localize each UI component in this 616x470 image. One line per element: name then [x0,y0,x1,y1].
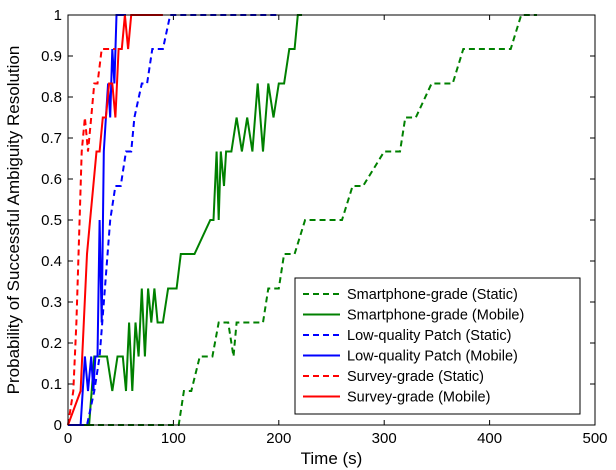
legend-label: Survey-grade (Static) [347,369,484,385]
legend-box [294,277,581,415]
x-tick-label: 400 [477,430,502,447]
series-line-1 [68,14,302,426]
legend: Smartphone-grade (Static) Smartphone-grad… [294,277,581,415]
x-axis-title: Time (s) [301,449,363,468]
x-tick-label: 500 [582,430,607,447]
legend-label: Smartphone-grade (Static) [347,287,518,303]
y-tick-label: 0 [54,417,62,434]
x-tick-label: 100 [161,430,186,447]
x-tick-label: 200 [266,430,291,447]
x-tick-label: 300 [372,430,397,447]
series-line-3 [68,14,126,426]
plot-frame [67,14,596,426]
y-tick-label: 0.3 [41,294,62,311]
y-tick-label: 0.5 [41,212,62,229]
y-tick-label: 0.9 [41,48,62,65]
legend-label: Smartphone-grade (Mobile) [347,308,524,324]
series-line-0 [68,14,537,426]
legend-label: Low-quality Patch (Mobile) [347,349,518,365]
y-tick-label: 0.4 [41,253,62,270]
x-tick-label: 0 [64,430,72,447]
y-tick-label: 0.1 [41,376,62,393]
y-tick-label: 1 [54,7,62,24]
series-line-4 [67,48,116,426]
legend-label: Low-quality Patch (Static) [347,328,511,344]
tick-labels: 0 100 200 300 400 500 0 0.1 0.2 0.3 0.4 0.5 0.6 0.7 0.… [41,7,607,447]
y-tick-label: 0.6 [41,171,62,188]
y-tick-label: 0.7 [41,130,62,147]
y-tick-label: 0.2 [41,335,62,352]
y-tick-label: 0.8 [41,89,62,106]
y-axis-title: Probability of Successful Ambiguity Reso… [4,46,23,395]
legend-label: Survey-grade (Mobile) [347,390,490,406]
